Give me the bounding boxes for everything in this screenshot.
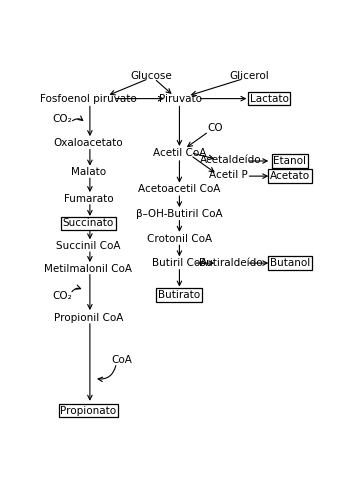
Text: Succinil CoA: Succinil CoA [56, 241, 121, 251]
Text: CO₂: CO₂ [53, 291, 72, 301]
Text: Glicerol: Glicerol [230, 71, 269, 81]
Text: Acetil P: Acetil P [209, 170, 248, 180]
Text: Malato: Malato [71, 167, 106, 177]
Text: Piruvato: Piruvato [159, 94, 202, 104]
Text: Glucose: Glucose [131, 71, 172, 81]
Text: Succinato: Succinato [63, 218, 114, 228]
Text: Etanol: Etanol [273, 156, 306, 166]
Text: Acetoacetil CoA: Acetoacetil CoA [138, 184, 221, 194]
Text: Butiraldeído: Butiraldeído [199, 258, 263, 268]
Text: Crotonil CoA: Crotonil CoA [147, 234, 212, 244]
Text: Acetil CoA: Acetil CoA [153, 148, 206, 158]
Text: Acetaldeído: Acetaldeído [200, 155, 262, 165]
Text: Butirato: Butirato [158, 290, 200, 300]
Text: Propionil CoA: Propionil CoA [54, 313, 123, 323]
Text: Butiril CoA: Butiril CoA [152, 258, 207, 268]
Text: Oxaloacetato: Oxaloacetato [54, 138, 123, 148]
Text: CO: CO [208, 123, 223, 133]
Text: Butanol: Butanol [270, 258, 310, 268]
Text: Fumarato: Fumarato [64, 194, 113, 204]
Text: Acetato: Acetato [270, 171, 310, 181]
Text: Fosfoenol piruvato: Fosfoenol piruvato [40, 94, 137, 104]
Text: CO₂: CO₂ [53, 114, 72, 124]
Text: CoA: CoA [112, 355, 132, 365]
Text: Metilmalonil CoA: Metilmalonil CoA [44, 264, 132, 274]
Text: Propionato: Propionato [60, 406, 117, 415]
Text: β–OH-Butiril CoA: β–OH-Butiril CoA [136, 209, 223, 219]
Text: Lactato: Lactato [249, 94, 288, 104]
